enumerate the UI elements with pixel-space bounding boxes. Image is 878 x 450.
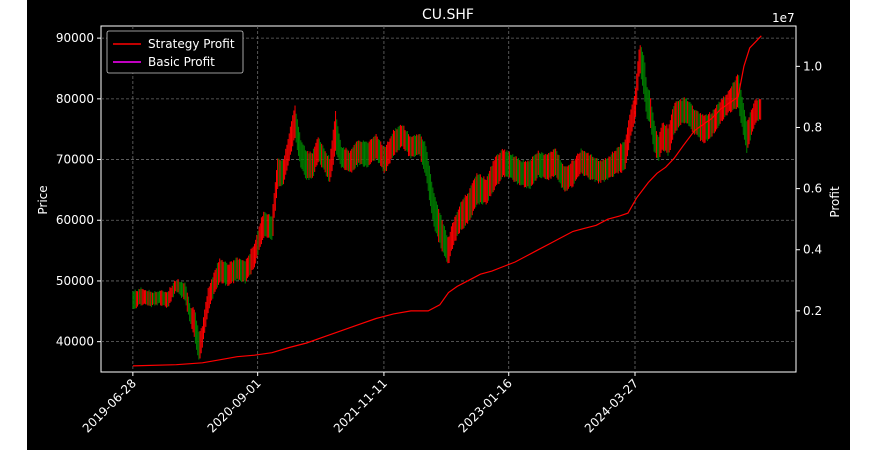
y2-axis-label: Profit xyxy=(828,186,842,218)
y2-offset-label: 1e7 xyxy=(772,11,795,25)
legend: Strategy Profit Basic Profit xyxy=(106,30,244,74)
y-tick-label: 60000 xyxy=(56,213,94,227)
x-tick-label: 2019-06-28 xyxy=(80,376,139,435)
y-axis-label: Price xyxy=(36,185,50,214)
y2-tick-label: 1.0 xyxy=(803,59,822,73)
price-candles xyxy=(132,45,762,360)
y2-tick-label: 0.2 xyxy=(803,304,822,318)
grid xyxy=(101,26,796,372)
x-tick-label: 2024-03-27 xyxy=(582,376,641,435)
plot-frame xyxy=(100,25,797,373)
chart-title: CU.SHF xyxy=(422,7,474,23)
legend-label-basic: Basic Profit xyxy=(148,55,215,69)
y2-tick-label: 0.6 xyxy=(803,182,822,196)
legend-label-strategy: Strategy Profit xyxy=(148,37,235,51)
y2-tick-label: 0.8 xyxy=(803,120,822,134)
profit-lines xyxy=(132,35,762,367)
profit-line-strategy xyxy=(132,35,762,367)
y2-tick-label: 0.4 xyxy=(803,243,822,257)
y-tick-label: 70000 xyxy=(56,153,94,167)
y-tick-label: 90000 xyxy=(56,31,94,45)
y-tick-label: 40000 xyxy=(56,335,94,349)
x-tick-label: 2020-09-01 xyxy=(205,376,264,435)
y-tick-label: 50000 xyxy=(56,274,94,288)
x-tick-label: 2023-01-16 xyxy=(456,376,515,435)
x-tick-label: 2021-11-11 xyxy=(331,376,390,435)
y-tick-label: 80000 xyxy=(56,92,94,106)
